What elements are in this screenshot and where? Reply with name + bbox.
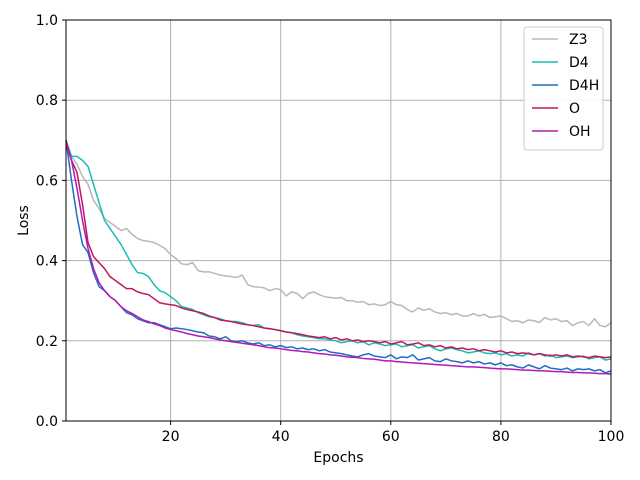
plot-frame [65,19,612,422]
x-tick-label: 20 [162,429,180,445]
y-tick-label: 0.4 [36,254,58,270]
x-tick-label: 60 [382,429,400,445]
series-layer [65,140,612,375]
legend-label-z3: Z3 [569,32,588,48]
x-tick-label: 100 [598,429,625,445]
x-tick-label: 40 [272,429,290,445]
legend-label-d4: D4 [569,55,589,71]
legend-label-d4h: D4H [569,78,599,94]
series-line-z3 [65,140,612,328]
legend-label-o: O [569,101,580,117]
legend-label-oh: OH [569,124,591,140]
legend-box [523,26,604,151]
y-tick-label: 0.8 [36,93,58,109]
axis-ticks: 20 40 60 80 100 0.0 0.2 0.4 0.6 0.8 1.0 [36,13,625,445]
series-line-o [65,144,612,359]
y-tick-label: 0.2 [36,334,58,350]
x-axis-label: Epochs [313,450,363,466]
y-tick-label: 0.0 [36,414,58,430]
legend: Z3 D4 D4H O OH [523,26,604,151]
series-line-oh [65,140,612,375]
series-line-d4 [65,140,612,361]
series-line-d4h [65,140,612,374]
x-tick-label: 80 [492,429,510,445]
y-axis-label: Loss [16,205,32,236]
y-tick-label: 1.0 [36,13,58,29]
y-tick-label: 0.6 [36,173,58,189]
